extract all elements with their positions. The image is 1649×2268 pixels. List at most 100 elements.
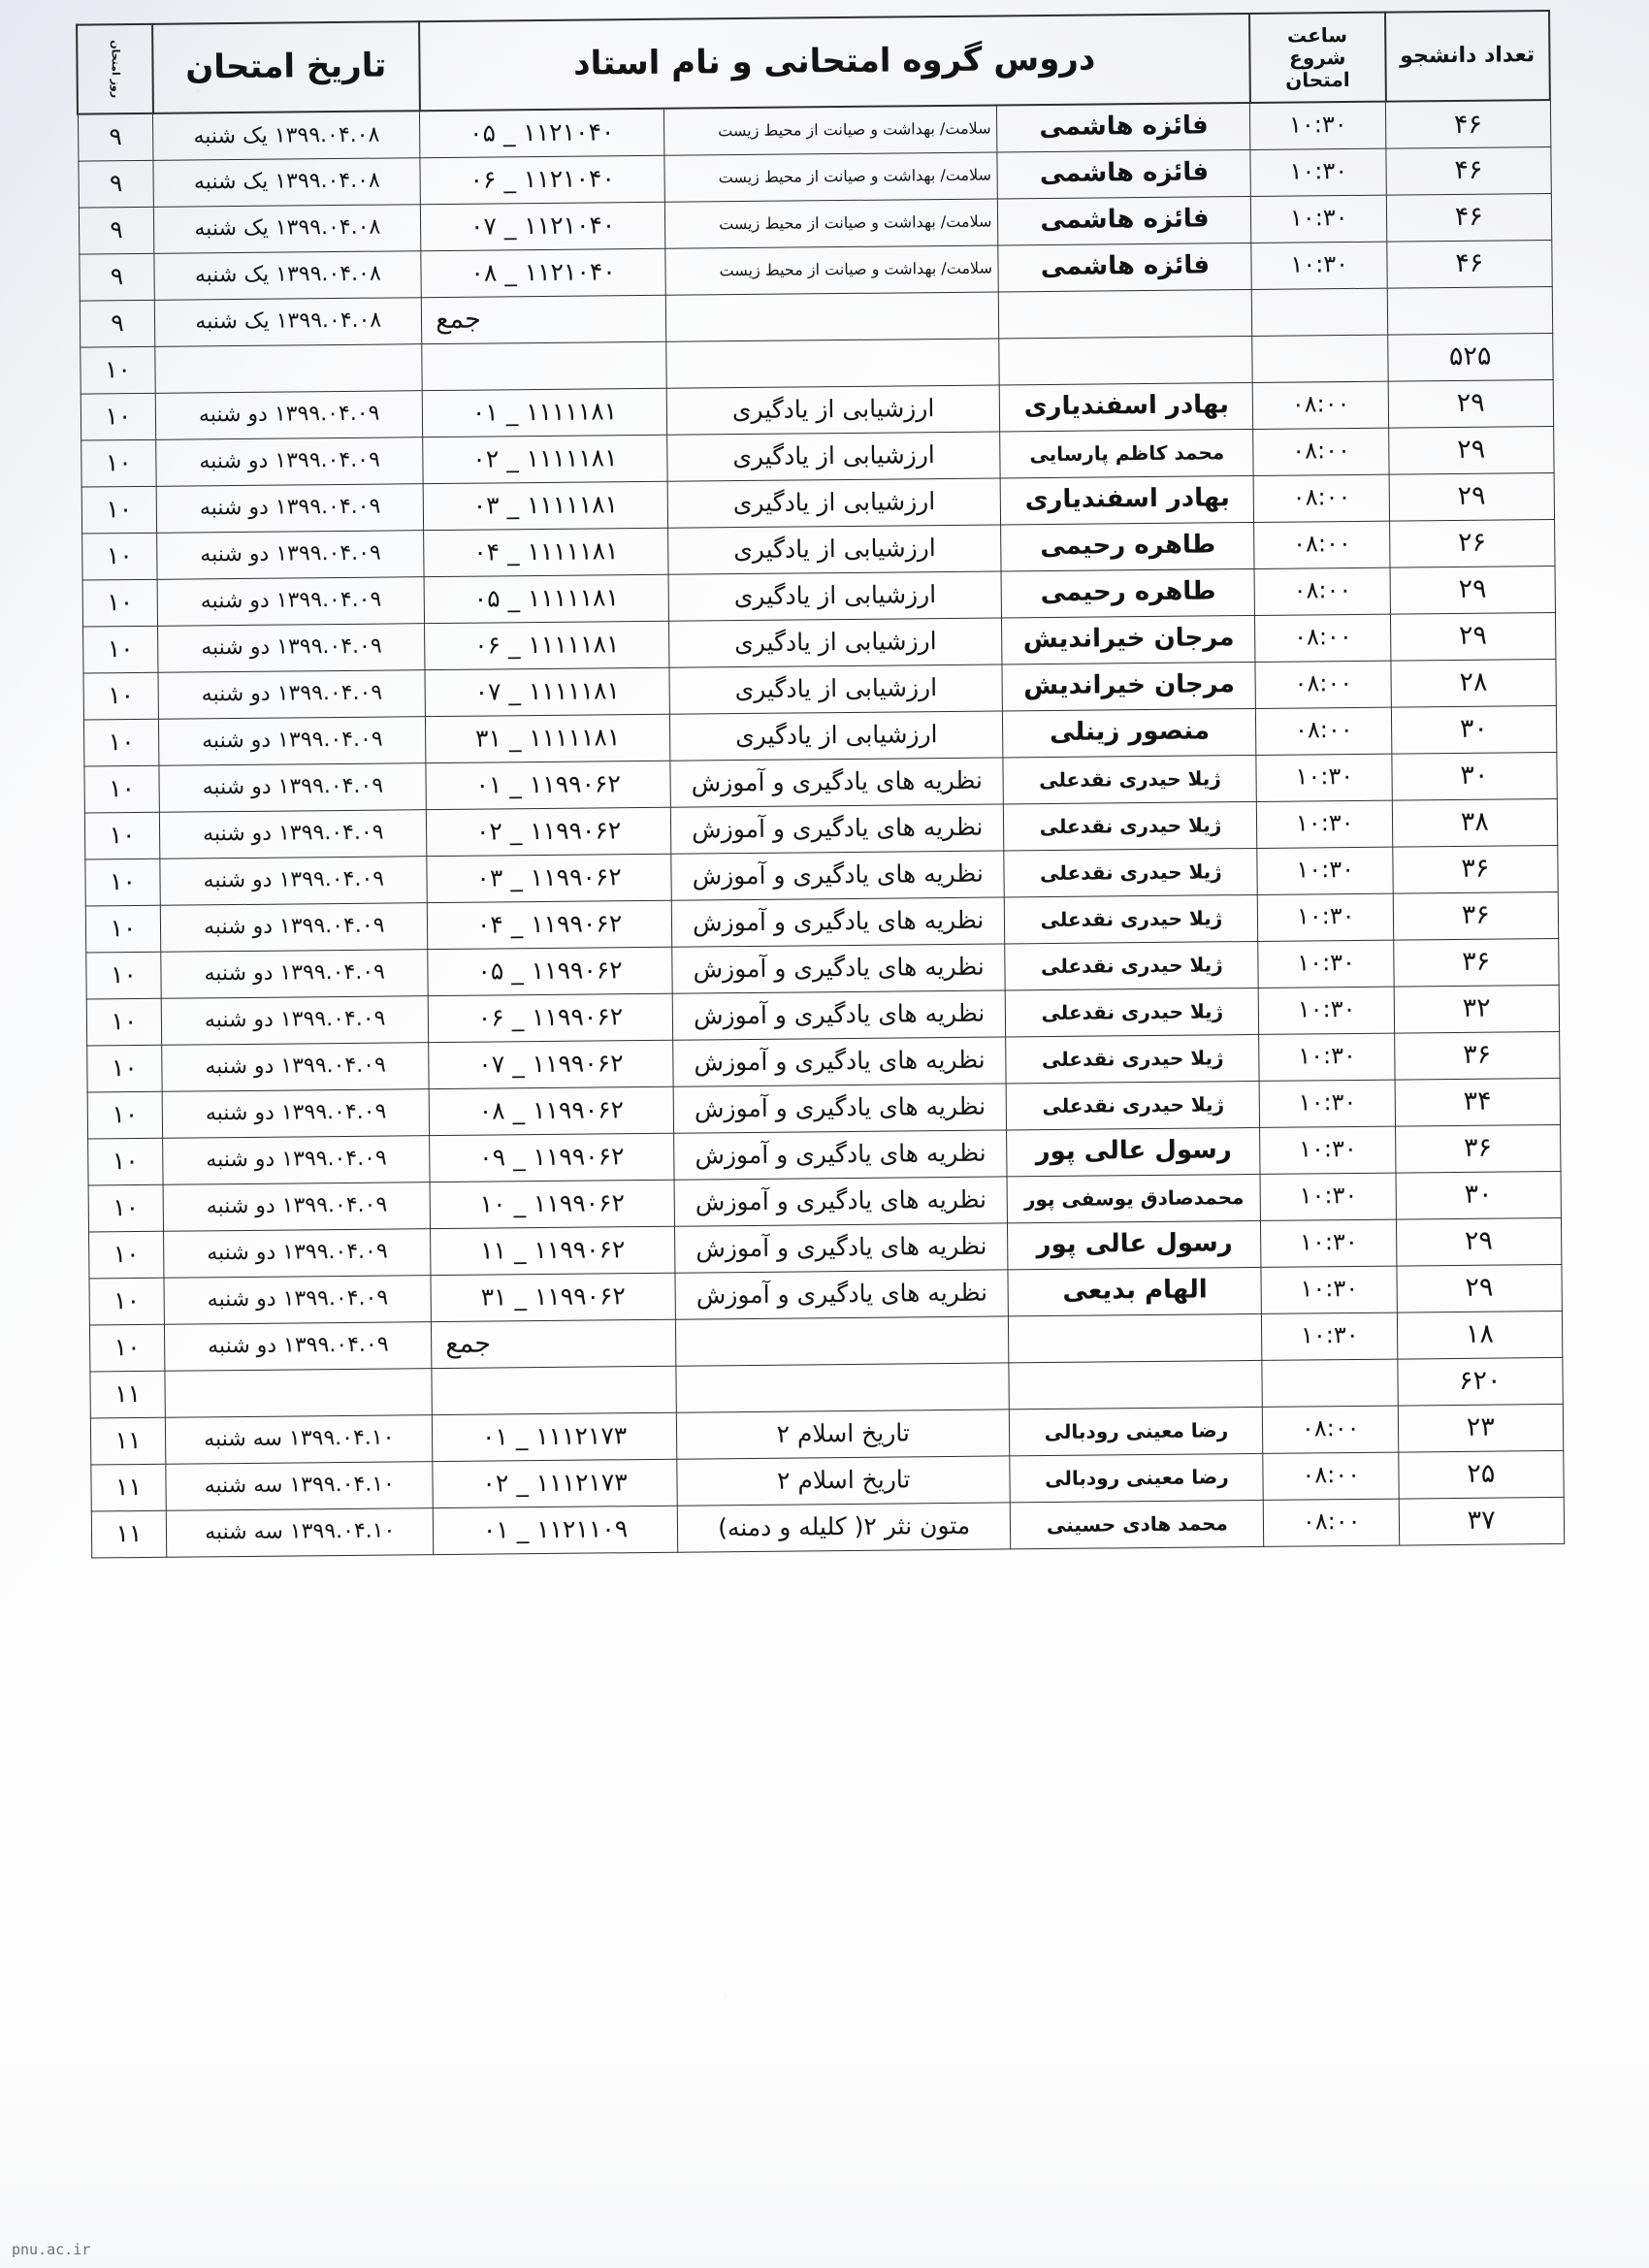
row-exam-day: ۹	[79, 252, 155, 301]
row-course-code: ۱۱۹۹۰۶۲ _ ۰۶	[428, 992, 673, 1043]
row-course-code: ۱۱۲۱۱۰۹ _ ۰۱	[433, 1505, 678, 1555]
row-start-time: ۱۰:۳۰	[1257, 892, 1394, 941]
row-sum-total: ۵۲۵	[1387, 332, 1553, 381]
row-start-time: ۰۸:۰۰	[1255, 660, 1392, 708]
row-teacher: مرجان خیراندیش	[1002, 661, 1256, 711]
row-course-code: ۱۱۹۹۰۶۲ _ ۰۲	[426, 806, 671, 857]
header-course-and-teacher: دروس گروه امتحانی و نام استاد	[418, 13, 1250, 112]
row-exam-day: ۱۰	[81, 438, 157, 487]
row-start-time: ۰۸:۰۰	[1262, 1405, 1399, 1453]
row-start-time: ۱۰:۳۰	[1259, 1032, 1396, 1081]
row-exam-day: ۱۰	[88, 1323, 166, 1372]
row-exam-date: ۱۳۹۹.۰۴.۰۸ یک شنبه	[153, 204, 421, 253]
row-start-time: ۰۸:۰۰	[1263, 1498, 1400, 1546]
row-course-code: ۱۱۱۱۱۸۱ _ ۰۴	[423, 527, 669, 577]
row-course-code: ۱۱۹۹۰۶۲ _ ۱۱	[430, 1225, 675, 1276]
row-teacher: فائزه هاشمی	[997, 148, 1251, 199]
row-teacher: بهادر اسفندیاری	[999, 381, 1254, 432]
row-exam-day: ۱۰	[85, 951, 162, 999]
row-course: متون نثر ۲( کلیله و دمنه)	[677, 1502, 1012, 1552]
row-exam-date: ۱۳۹۹.۰۴.۰۸ یک شنبه	[153, 157, 421, 207]
row-course	[665, 291, 1000, 341]
row-start-time: ۰۸:۰۰	[1254, 567, 1391, 615]
row-teacher: محمدصادق یوسفی پور	[1007, 1173, 1261, 1223]
row-student-count: ۳۶	[1393, 937, 1559, 987]
row-start-time: ۱۰:۳۰	[1251, 241, 1388, 289]
row-exam-day: ۱۰	[83, 811, 161, 859]
header-start-time: ساعت شروع امتحان	[1248, 12, 1386, 103]
row-exam-day: ۱۰	[86, 1090, 163, 1139]
row-start-time: ۰۸:۰۰	[1252, 380, 1389, 429]
row-teacher: ژیلا حیدری نقدعلی	[1005, 940, 1259, 990]
row-exam-day: ۱۱	[90, 1463, 167, 1511]
row-teacher: ژیلا حیدری نقدعلی	[1004, 893, 1259, 944]
row-start-time: ۰۸:۰۰	[1254, 613, 1392, 662]
row-exam-date: ۱۳۹۹.۰۴.۰۹ دو شنبه	[158, 716, 427, 765]
row-teacher	[1009, 1359, 1263, 1409]
row-student-count: ۲۹	[1396, 1263, 1562, 1312]
row-exam-day: ۱۰	[85, 997, 163, 1046]
row-sum-label: جمع	[421, 294, 666, 344]
row-student-count: ۲۹	[1390, 611, 1556, 661]
row-start-time: ۱۰:۳۰	[1250, 147, 1387, 196]
row-exam-day: ۱۰	[87, 1183, 164, 1232]
row-course: ارزشیابی از یادگیری	[667, 524, 1002, 574]
row-student-count: ۲۶	[1389, 518, 1555, 567]
row-exam-date: ۱۳۹۹.۰۴.۰۹ دو شنبه	[161, 995, 429, 1045]
row-student-count: ۴۶	[1385, 146, 1551, 195]
row-exam-day: ۱۰	[83, 764, 160, 813]
row-exam-date: ۱۳۹۹.۰۴.۰۹ دو شنبه	[156, 483, 424, 533]
row-exam-date: ۱۳۹۹.۰۴.۰۹ دو شنبه	[159, 809, 427, 859]
row-student-count: ۲۹	[1396, 1216, 1562, 1266]
row-exam-day: ۱۰	[80, 345, 156, 394]
header-exam-day: روز امتحان	[77, 23, 153, 114]
row-exam-day: ۱۰	[82, 671, 159, 720]
row-student-count: ۲۹	[1389, 471, 1555, 521]
row-teacher: محمد هادی حسینی	[1010, 1499, 1265, 1549]
row-course: نظریه های یادگیری و آموزش	[671, 896, 1006, 947]
row-course: نظریه های یادگیری و آموزش	[672, 1036, 1007, 1086]
row-course: نظریه های یادگیری و آموزش	[669, 757, 1004, 807]
row-exam-date	[155, 343, 423, 393]
row-start-time: ۱۰:۳۰	[1261, 1312, 1398, 1360]
row-student-count: ۴۶	[1385, 100, 1551, 148]
row-course-code: ۱۱۹۹۰۶۲ _ ۰۱	[426, 760, 671, 810]
row-teacher: طاهره رحیمی	[1000, 521, 1255, 571]
row-exam-date: ۱۳۹۹.۰۴.۱۰ سه شنبه	[166, 1507, 434, 1557]
row-teacher: رضا معینی رودبالی	[1009, 1406, 1264, 1456]
row-student-count: ۳۰	[1396, 1170, 1561, 1219]
row-exam-day: ۱۰	[80, 392, 157, 440]
row-course: ارزشیابی از یادگیری	[666, 431, 1001, 481]
row-student-count: ۳۶	[1394, 1030, 1560, 1080]
row-start-time	[1252, 334, 1389, 382]
row-course-code: ۱۱۹۹۰۶۲ _ ۳۱	[431, 1272, 676, 1322]
row-course-code	[421, 340, 667, 391]
row-course-code: ۱۱۹۹۰۶۲ _ ۰۴	[427, 899, 672, 950]
row-teacher: مرجان خیراندیش	[1001, 614, 1256, 664]
exam-schedule-sheet: تعداد دانشجو ساعت شروع امتحان دروس گروه …	[76, 10, 1565, 1558]
row-exam-day: ۱۰	[84, 858, 161, 906]
row-start-time: ۰۸:۰۰	[1253, 427, 1390, 475]
row-exam-day: ۱۱	[90, 1509, 168, 1558]
row-course-code: ۱۱۹۹۰۶۲ _ ۰۳	[426, 853, 672, 903]
row-course: تاریخ اسلام ۲	[676, 1409, 1011, 1459]
row-student-count: ۴۶	[1386, 193, 1552, 242]
row-start-time: ۱۰:۳۰	[1256, 799, 1393, 848]
row-student-count: ۳۶	[1393, 891, 1559, 940]
row-course: نظریه های یادگیری و آموزش	[672, 989, 1007, 1040]
row-teacher	[999, 335, 1253, 385]
row-start-time: ۱۰:۳۰	[1250, 194, 1387, 243]
row-course: سلامت/ بهداشت و صیانت از محیط زیست	[664, 198, 999, 248]
row-teacher: منصور زینلی	[1002, 707, 1257, 758]
row-teacher: رسول عالی پور	[1006, 1126, 1261, 1177]
row-teacher	[998, 288, 1253, 339]
row-exam-date: ۱۳۹۹.۰۴.۰۹ دو شنبه	[164, 1275, 432, 1324]
row-course-code: ۱۱۹۹۰۶۲ _ ۰۹	[429, 1132, 675, 1183]
row-teacher: محمد کاظم پارسایی	[1000, 428, 1254, 478]
row-exam-date: ۱۳۹۹.۰۴.۰۹ دو شنبه	[162, 1135, 431, 1184]
row-course: ارزشیابی از یادگیری	[666, 384, 1001, 435]
row-exam-day: ۱۰	[82, 625, 159, 673]
row-course: سلامت/ بهداشت و صیانت از محیط زیست	[663, 151, 998, 202]
row-student-count: ۲۳	[1398, 1403, 1564, 1452]
